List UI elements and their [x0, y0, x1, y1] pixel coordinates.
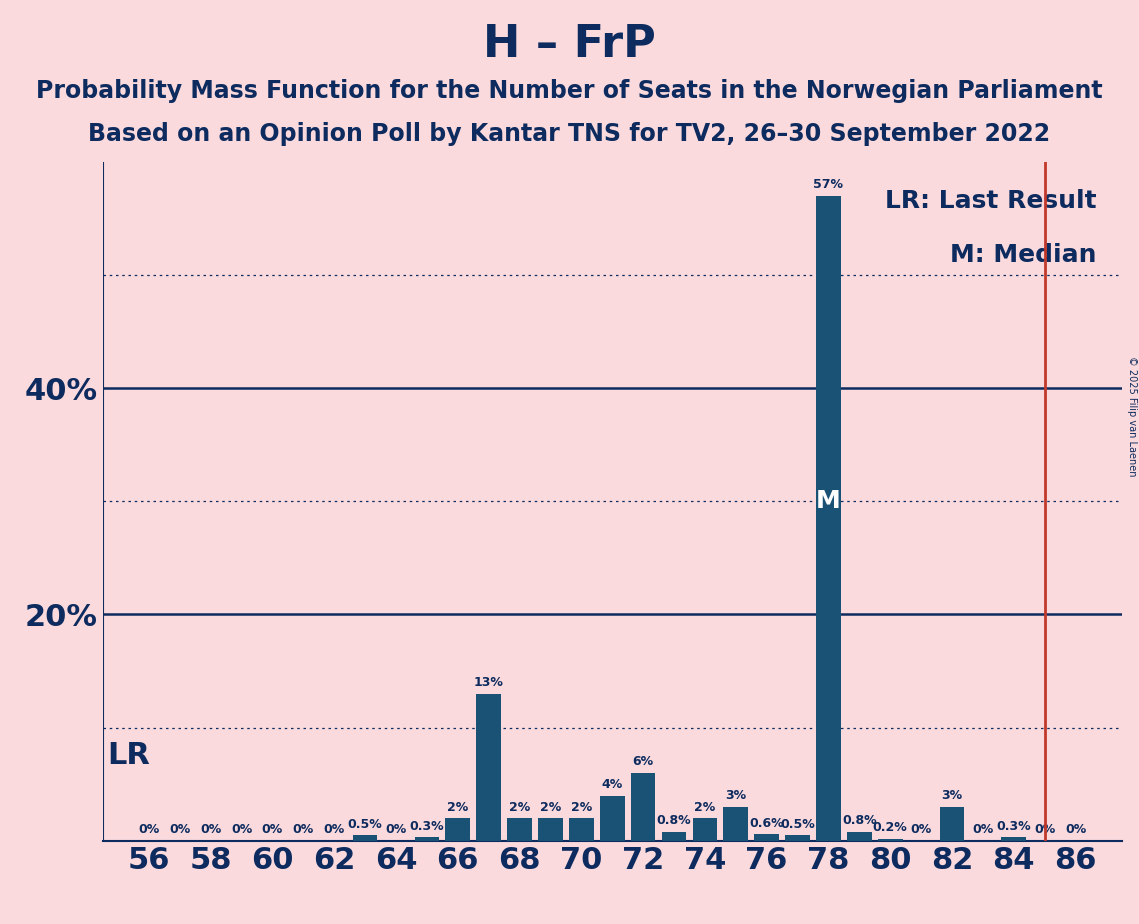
Bar	[754, 834, 779, 841]
Bar	[785, 835, 810, 841]
Text: 2%: 2%	[695, 801, 715, 814]
Bar	[878, 839, 902, 841]
Text: 2%: 2%	[540, 801, 562, 814]
Text: 0%: 0%	[262, 823, 282, 836]
Text: M: Median: M: Median	[950, 243, 1097, 267]
Text: 0.8%: 0.8%	[842, 814, 877, 827]
Text: LR: LR	[107, 740, 150, 770]
Text: 0%: 0%	[323, 823, 345, 836]
Text: 0%: 0%	[973, 823, 993, 836]
Text: 2%: 2%	[448, 801, 468, 814]
Text: 13%: 13%	[474, 676, 503, 689]
Text: 0.5%: 0.5%	[780, 818, 814, 831]
Text: 0.5%: 0.5%	[347, 818, 383, 831]
Bar	[662, 832, 687, 841]
Text: 0.2%: 0.2%	[872, 821, 908, 834]
Bar	[723, 807, 748, 841]
Text: 3%: 3%	[726, 789, 746, 802]
Text: 6%: 6%	[632, 756, 654, 769]
Bar	[1001, 837, 1026, 841]
Text: 0.6%: 0.6%	[749, 817, 784, 830]
Text: 0%: 0%	[1034, 823, 1056, 836]
Bar	[816, 196, 841, 841]
Bar	[353, 835, 377, 841]
Text: © 2025 Filip van Laenen: © 2025 Filip van Laenen	[1126, 356, 1137, 476]
Text: M: M	[816, 490, 841, 513]
Text: 0%: 0%	[231, 823, 252, 836]
Bar	[476, 694, 501, 841]
Text: 0%: 0%	[1065, 823, 1087, 836]
Bar	[693, 819, 718, 841]
Text: 0.3%: 0.3%	[410, 820, 444, 833]
Text: 2%: 2%	[509, 801, 530, 814]
Bar	[847, 832, 871, 841]
Bar	[940, 807, 965, 841]
Text: 0.3%: 0.3%	[997, 820, 1031, 833]
Text: 0%: 0%	[200, 823, 221, 836]
Text: 3%: 3%	[942, 789, 962, 802]
Text: 0.8%: 0.8%	[657, 814, 691, 827]
Text: 57%: 57%	[813, 178, 844, 191]
Bar	[600, 796, 624, 841]
Bar	[445, 819, 470, 841]
Text: LR: Last Result: LR: Last Result	[885, 188, 1097, 213]
Text: Probability Mass Function for the Number of Seats in the Norwegian Parliament: Probability Mass Function for the Number…	[36, 79, 1103, 103]
Bar	[538, 819, 563, 841]
Text: 0%: 0%	[910, 823, 932, 836]
Text: 4%: 4%	[601, 778, 623, 791]
Text: Based on an Opinion Poll by Kantar TNS for TV2, 26–30 September 2022: Based on an Opinion Poll by Kantar TNS f…	[89, 122, 1050, 146]
Text: 2%: 2%	[571, 801, 592, 814]
Bar	[415, 837, 440, 841]
Bar	[631, 772, 655, 841]
Text: 0%: 0%	[169, 823, 190, 836]
Text: 0%: 0%	[385, 823, 407, 836]
Bar	[507, 819, 532, 841]
Text: H – FrP: H – FrP	[483, 23, 656, 67]
Text: 0%: 0%	[293, 823, 314, 836]
Text: 0%: 0%	[138, 823, 159, 836]
Bar	[570, 819, 593, 841]
